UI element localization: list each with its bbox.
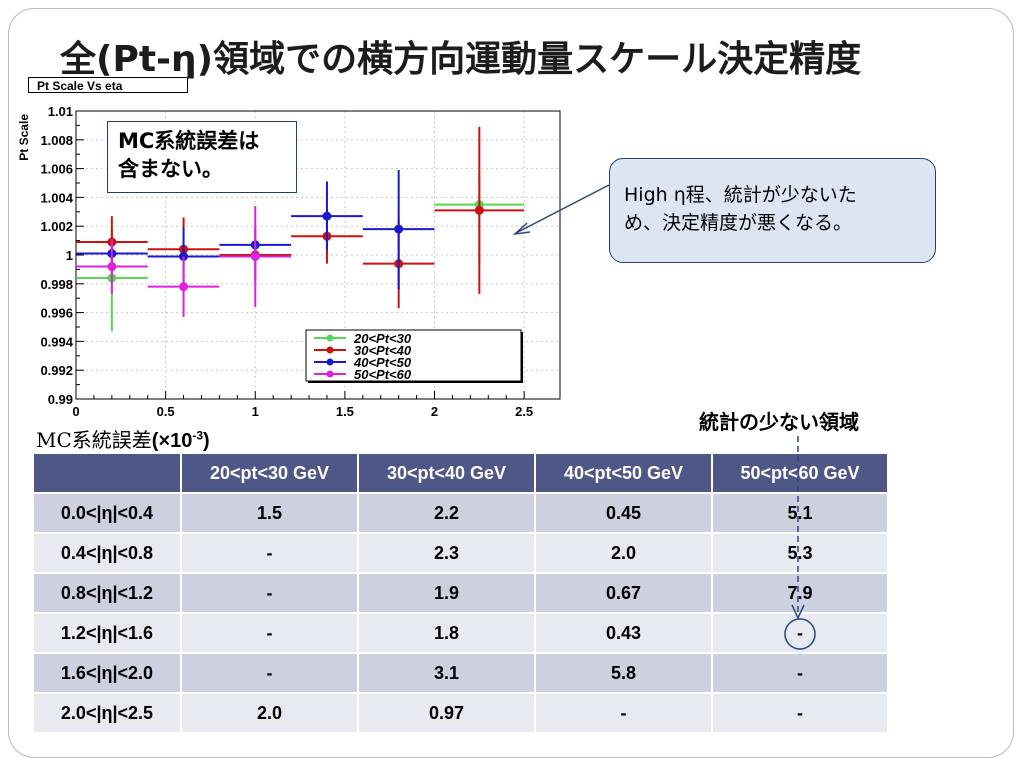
high-eta-callout: High η程、統計が少ないた め、決定精度が悪くなる。 [609,158,936,263]
table-cell: 1.5 [180,492,359,534]
table-cell: 7.9 [711,572,889,614]
data-point [179,282,189,292]
table-cell: - [180,532,359,574]
x-axis-label: |η| [573,407,574,422]
y-tick-label: 1 [66,248,73,263]
table-cell: 3.1 [357,652,536,694]
legend-label: 20<Pt<30 [353,331,412,346]
table-cell: 1.8 [357,612,536,654]
data-point [107,262,117,272]
table-header-cell: 50<pt<60 GeV [711,452,889,494]
y-tick-label: 0.998 [40,277,73,292]
table-row: 1.6<|η|<2.0 - 3.1 5.8 - [32,652,889,694]
legend-marker [326,370,334,378]
table-caption: MC系統誤差(×10-3) [36,424,210,453]
mc-syst-callout: MC系統誤差は 含まない。 [107,121,297,193]
x-tick-label: 1.5 [336,404,354,419]
low-stat-label: 統計の少ない領域 [699,410,859,434]
table-cell: 0.8<|η|<1.2 [32,572,182,614]
table-cell: - [180,572,359,614]
table-header-cell [32,452,182,494]
high-callout-line-2: め、決定精度が悪くなる。 [624,212,853,234]
table-cell: 2.3 [357,532,536,574]
table-cell: - [534,692,713,734]
legend-label: 40<Pt<50 [353,355,412,370]
legend-marker [326,334,334,342]
table-cell: 0.43 [534,612,713,654]
data-point [250,251,260,261]
y-tick-label: 0.994 [40,334,73,349]
legend-marker [326,346,334,354]
slide-title: 全(Pt-η)領域での横方向運動量スケール決定精度 [60,39,862,80]
table-cell: - [180,652,359,694]
table-cell: 5.8 [534,652,713,694]
high-callout-line-1: High η程、統計が少ないた [624,184,857,206]
table-row: 2.0<|η|<2.5 2.0 0.97 - - [32,692,889,734]
y-tick-label: 0.996 [40,306,73,321]
x-tick-label: 0 [72,404,79,419]
y-tick-label: 1.002 [40,219,73,234]
data-point [474,205,484,215]
table-cell: - [711,692,889,734]
table-header-cell: 40<pt<50 GeV [534,452,713,494]
table-cell: - [711,612,889,654]
slide-frame [8,8,1014,758]
legend-label: 30<Pt<40 [354,343,412,358]
table-cell: 5.3 [711,532,889,574]
table-header-cell: 20<pt<30 GeV [180,452,359,494]
y-tick-label: 0.992 [40,363,73,378]
table-row: 0.0<|η|<0.4 1.5 2.2 0.45 5.1 [32,492,889,534]
table-caption-exponent: -3 [192,428,204,443]
table-row: 1.2<|η|<1.6 - 1.8 0.43 - [32,612,889,654]
x-tick-label: 0.5 [157,404,175,419]
table-caption-main: MC系統誤差 [36,428,152,452]
x-tick-label: 1 [252,404,259,419]
y-tick-label: 1.01 [48,104,73,119]
y-tick-label: 1.004 [40,190,73,205]
table-cell: 1.9 [357,572,536,614]
table-cell: 2.0 [534,532,713,574]
table-cell: 0.97 [357,692,536,734]
mc-callout-line-2: 含まない。 [118,157,223,181]
mc-callout-line-1: MC系統誤差は [118,129,260,153]
table-cell: 2.0 [180,692,359,734]
table-header-row: 20<pt<30 GeV 30<pt<40 GeV 40<pt<50 GeV 5… [32,452,889,494]
table-cell: 0.4<|η|<0.8 [32,532,182,574]
table-cell: 5.1 [711,492,889,534]
table-cell: 0.45 [534,492,713,534]
x-tick-label: 2.5 [515,404,533,419]
table-cell: - [711,652,889,694]
x-tick-label: 2 [431,404,438,419]
table-cell: 2.0<|η|<2.5 [32,692,182,734]
table-row: 0.8<|η|<1.2 - 1.9 0.67 7.9 [32,572,889,614]
y-tick-label: 1.006 [40,162,73,177]
table-caption-unit-suffix: ) [203,430,210,452]
table-cell: 1.6<|η|<2.0 [32,652,182,694]
table-caption-unit-prefix: (×10 [151,430,193,452]
legend-label: 50<Pt<60 [354,367,412,382]
data-point [394,224,404,234]
table-cell: 0.0<|η|<0.4 [32,492,182,534]
table-row: 0.4<|η|<0.8 - 2.3 2.0 5.3 [32,532,889,574]
table-header-cell: 30<pt<40 GeV [357,452,536,494]
y-tick-label: 0.99 [48,392,73,407]
table-cell: - [180,612,359,654]
mc-syst-table: 20<pt<30 GeV 30<pt<40 GeV 40<pt<50 GeV 5… [32,452,889,734]
data-point [322,211,332,221]
legend-marker [326,358,334,366]
table-cell: 0.67 [534,572,713,614]
y-axis-label: Pt Scale [17,114,31,161]
plot-tag: Pt Scale Vs eta [28,77,188,93]
y-tick-label: 1.008 [40,133,73,148]
table-cell: 2.2 [357,492,536,534]
table-cell: 1.2<|η|<1.6 [32,612,182,654]
